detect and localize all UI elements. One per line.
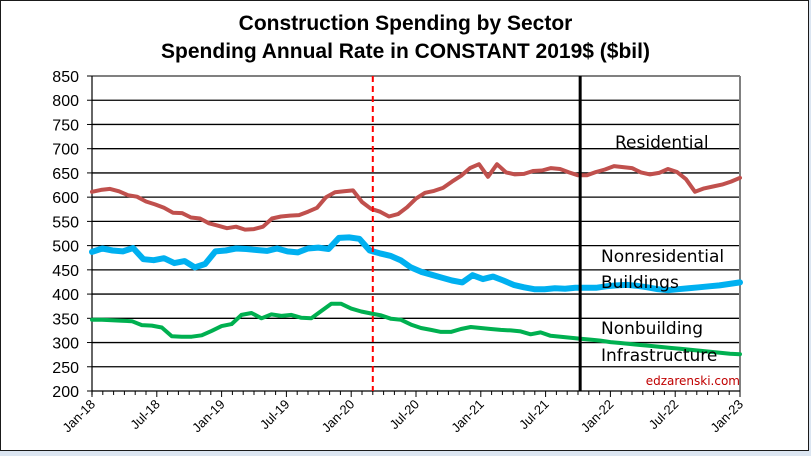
x-tick-label: Jan-18 xyxy=(59,397,98,436)
y-tick-label: 650 xyxy=(52,166,79,183)
x-tick-label: Jan-21 xyxy=(448,397,487,436)
x-tick-label: Jul-19 xyxy=(257,397,293,433)
x-tick-label: Jan-19 xyxy=(189,397,228,436)
reference-lines xyxy=(371,76,582,391)
x-tick-label: Jul-18 xyxy=(127,397,163,433)
x-tick-label: Jul-22 xyxy=(646,397,682,433)
chart-title-block: Construction Spending by Sector Spending… xyxy=(0,10,811,66)
series-labels: Residential Nonresidential Buildings Nonbui… xyxy=(601,133,724,366)
x-tick-label: Jan-22 xyxy=(578,397,617,436)
series-line-nonresidential-buildings xyxy=(89,234,743,294)
y-tick-label: 600 xyxy=(52,190,79,207)
y-tick-label: 750 xyxy=(52,117,79,134)
series-line-residential xyxy=(90,162,742,232)
series-label-nonbuilding-infrastructure: Infrastructure xyxy=(601,346,717,366)
gridlines xyxy=(92,75,740,368)
series-label-nonresidential-buildings: Buildings xyxy=(601,273,679,293)
y-tick-label: 700 xyxy=(52,142,79,159)
y-tick-label: 550 xyxy=(52,214,79,231)
x-tick-label: Jul-21 xyxy=(516,397,552,433)
chart-title: Construction Spending by Sector xyxy=(238,12,573,35)
x-tick-label: Jan-23 xyxy=(707,397,746,436)
x-tick-label: Jul-20 xyxy=(386,397,422,433)
y-tick-label: 200 xyxy=(52,384,79,401)
y-tick-label: 450 xyxy=(52,263,79,280)
series-label-nonresidential-buildings: Nonresidential xyxy=(601,247,724,267)
y-tick-label: 800 xyxy=(52,93,79,110)
series-line-nonbuilding-infrastructure xyxy=(90,301,742,357)
axes xyxy=(91,76,741,395)
chart-subtitle: Spending Annual Rate in CONSTANT 2019$ (… xyxy=(161,40,650,63)
x-axis-ticks: Jan-18 Jul-18 Jan-19 Jul-19 Jan-20 Jul-20 Jan-… xyxy=(59,391,746,435)
series-label-nonbuilding-infrastructure: Nonbuilding xyxy=(601,319,703,339)
y-tick-label: 400 xyxy=(52,287,79,304)
y-tick-label: 500 xyxy=(52,239,79,256)
x-tick-label: Jan-20 xyxy=(319,397,358,436)
y-tick-label: 300 xyxy=(52,336,79,353)
y-tick-label: 350 xyxy=(52,311,79,328)
y-tick-label: 850 xyxy=(52,69,79,86)
y-tick-label: 250 xyxy=(52,360,79,377)
y-axis-ticks: 200 250 300 350 400 450 500 550 600 650 700 750 800 8… xyxy=(52,69,92,401)
series-label-residential: Residential xyxy=(615,133,709,153)
credit-label: edzarenski.com xyxy=(646,374,740,388)
series-lines xyxy=(89,162,743,357)
